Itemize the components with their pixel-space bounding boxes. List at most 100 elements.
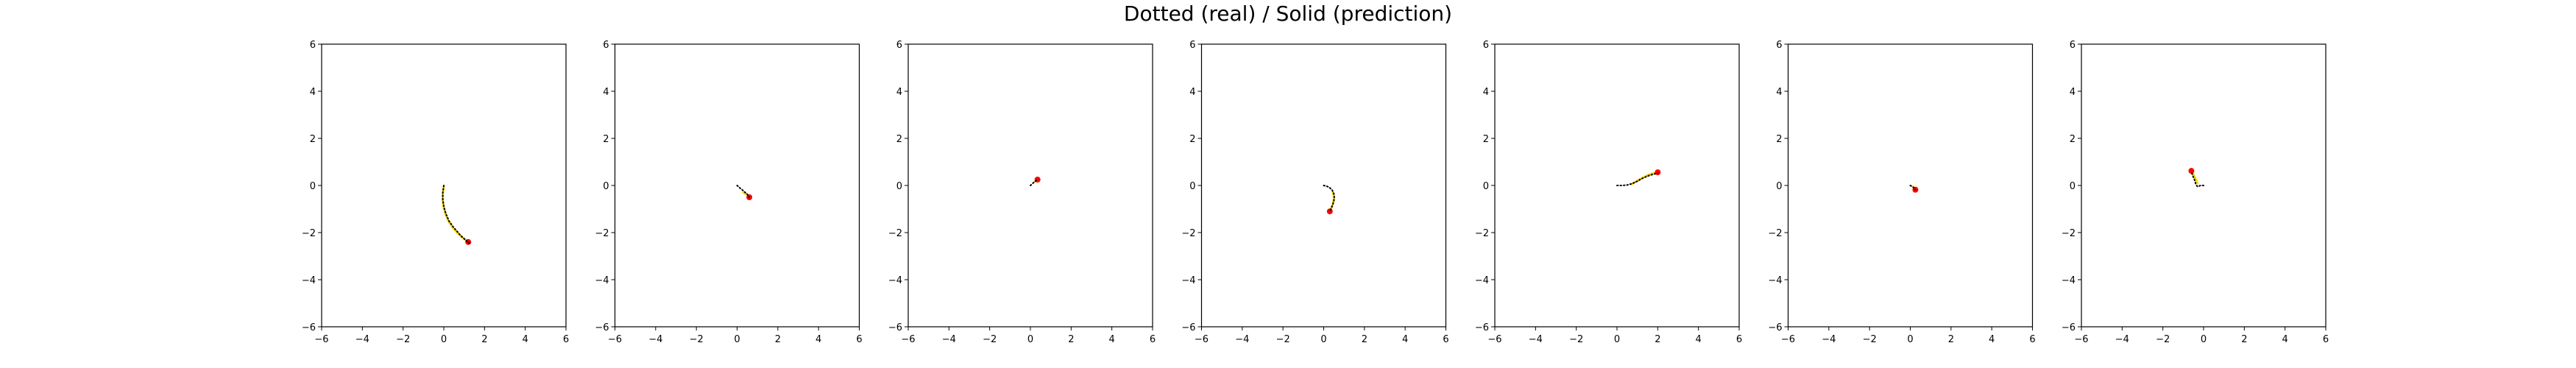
- x-tick-label: −6: [314, 334, 328, 345]
- y-tick-label: −2: [1181, 228, 1195, 239]
- x-tick-label: 4: [1989, 334, 1995, 345]
- y-tick-label: −4: [1475, 275, 1489, 286]
- y-tick-label: −6: [2062, 322, 2076, 333]
- y-tick-label: 6: [896, 40, 902, 51]
- x-tick-label: 4: [1402, 334, 1408, 345]
- x-tick-label: −2: [396, 334, 410, 345]
- y-tick-label: 4: [1776, 87, 1782, 98]
- x-tick-label: −2: [1276, 334, 1290, 345]
- y-tick-label: 6: [310, 40, 316, 51]
- real-line: [442, 185, 470, 244]
- y-tick-label: −4: [1768, 275, 1782, 286]
- y-tick-label: −4: [888, 275, 902, 286]
- y-tick-label: 2: [603, 134, 609, 145]
- y-tick-label: 0: [896, 181, 902, 192]
- x-tick-label: −6: [2074, 334, 2088, 345]
- x-tick-label: −6: [1781, 334, 1795, 345]
- y-tick-label: 6: [1189, 40, 1195, 51]
- x-tick-label: −4: [1822, 334, 1836, 345]
- real-line: [736, 185, 751, 198]
- y-tick-label: 2: [2070, 134, 2076, 145]
- y-tick-label: 4: [2070, 87, 2076, 98]
- x-tick-label: −2: [1569, 334, 1583, 345]
- x-tick-label: 0: [734, 334, 740, 345]
- subplot-1: −6 −4 −2 0 2 4 6 −6 −4 −2 0 2 4 6: [302, 40, 569, 345]
- y-tick-label: 6: [1483, 40, 1489, 51]
- y-tick-label: 0: [310, 181, 316, 192]
- subplot-6: −6 −4 −2 0 2 4 6 −6 −4 −2 0 2 4 6: [1768, 40, 2035, 345]
- real-line: [1616, 172, 1659, 186]
- x-tick-label: −6: [608, 334, 622, 345]
- x-tick-label: −6: [901, 334, 915, 345]
- y-tick-label: 2: [1776, 134, 1782, 145]
- y-tick-label: 4: [1483, 87, 1489, 98]
- x-tick-label: 2: [775, 334, 781, 345]
- real-line: [1030, 180, 1038, 186]
- prediction-endpoint-marker: [2188, 168, 2195, 174]
- x-tick-label: −4: [355, 334, 369, 345]
- y-tick-label: −4: [1181, 275, 1195, 286]
- subplot-7: −6 −4 −2 0 2 4 6 −6 −4 −2 0 2 4 6: [2062, 40, 2329, 345]
- subplot-5: −6 −4 −2 0 2 4 6 −6 −4 −2 0 2 4 6: [1475, 40, 1742, 345]
- real-line: [1323, 185, 1335, 213]
- x-tick-label: −4: [1529, 334, 1543, 345]
- y-tick-label: −6: [1181, 322, 1195, 333]
- y-tick-label: 4: [1189, 87, 1195, 98]
- x-tick-label: −4: [942, 334, 956, 345]
- y-tick-label: −2: [302, 228, 316, 239]
- x-tick-label: −2: [1863, 334, 1877, 345]
- y-tick-label: −4: [595, 275, 609, 286]
- x-tick-label: 2: [1655, 334, 1660, 345]
- x-tick-label: 4: [1696, 334, 1702, 345]
- x-tick-label: −4: [2115, 334, 2129, 345]
- x-tick-label: −2: [690, 334, 704, 345]
- real-line: [1909, 185, 1917, 191]
- x-tick-label: 0: [1320, 334, 1326, 345]
- y-tick-label: −2: [1475, 228, 1489, 239]
- y-tick-label: −4: [2062, 275, 2076, 286]
- x-tick-label: 6: [1150, 334, 1156, 345]
- y-tick-label: −4: [302, 275, 316, 286]
- x-tick-label: 4: [815, 334, 821, 345]
- y-tick-label: −2: [1768, 228, 1782, 239]
- y-tick-label: 0: [1776, 181, 1782, 192]
- y-tick-label: 4: [603, 87, 609, 98]
- y-tick-label: −6: [888, 322, 902, 333]
- x-tick-label: 4: [523, 334, 528, 345]
- y-tick-label: 6: [1776, 40, 1782, 51]
- y-tick-label: −6: [1475, 322, 1489, 333]
- x-tick-label: −4: [1235, 334, 1249, 345]
- y-tick-label: 4: [310, 87, 316, 98]
- x-tick-label: 0: [2201, 334, 2207, 345]
- x-tick-label: 6: [1443, 334, 1448, 345]
- y-tick-label: −2: [888, 228, 902, 239]
- x-tick-label: −6: [1487, 334, 1501, 345]
- figure-title: Dotted (real) / Solid (prediction): [1123, 1, 1453, 26]
- y-tick-label: −2: [2062, 228, 2076, 239]
- y-tick-label: 6: [2070, 40, 2076, 51]
- y-tick-label: 4: [896, 87, 902, 98]
- x-tick-label: 6: [1736, 334, 1742, 345]
- x-tick-label: 0: [1614, 334, 1620, 345]
- subplot-2: −6 −4 −2 0 2 4 6 −6 −4 −2 0 2 4 6: [595, 40, 862, 345]
- real-line: [2190, 170, 2204, 188]
- y-tick-label: −6: [1768, 322, 1782, 333]
- y-tick-label: −2: [595, 228, 609, 239]
- y-tick-label: 2: [1483, 134, 1489, 145]
- y-tick-label: 0: [603, 181, 609, 192]
- x-tick-label: 0: [441, 334, 447, 345]
- y-tick-label: 0: [2070, 181, 2076, 192]
- x-tick-label: 2: [481, 334, 487, 345]
- x-tick-label: 0: [1907, 334, 1913, 345]
- x-tick-label: −6: [1195, 334, 1209, 345]
- subplot-3: −6 −4 −2 0 2 4 6 −6 −4 −2 0 2 4 6: [888, 40, 1156, 345]
- x-tick-label: 4: [1109, 334, 1115, 345]
- x-tick-label: 2: [1948, 334, 1954, 345]
- prediction-endpoint-marker: [1326, 208, 1333, 215]
- y-tick-label: 2: [1189, 134, 1195, 145]
- x-tick-label: 6: [856, 334, 862, 345]
- x-tick-label: −2: [983, 334, 997, 345]
- y-tick-label: 2: [310, 134, 316, 145]
- x-tick-label: 4: [2282, 334, 2288, 345]
